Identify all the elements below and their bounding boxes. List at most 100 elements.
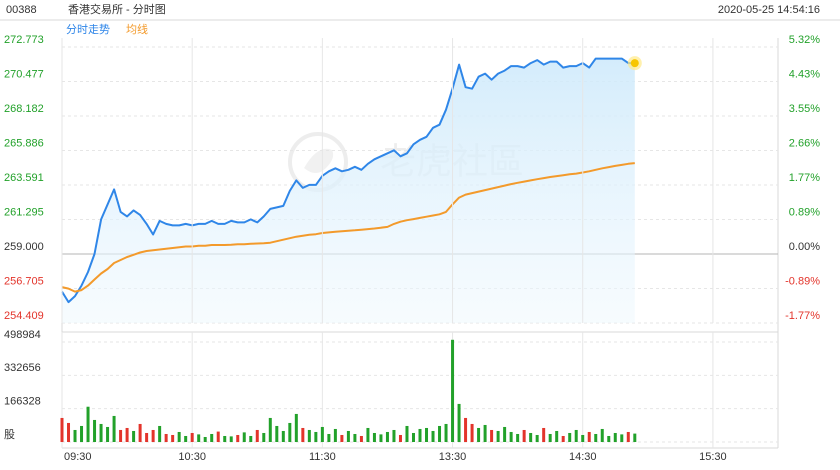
volume-bar [320,426,324,442]
volume-bar [496,430,500,442]
volume-bar [444,423,448,442]
average-line [61,162,635,293]
volume-bar [145,432,149,442]
volume-bar [522,429,526,442]
volume-bar [425,427,429,442]
price-area [62,58,635,323]
volume-bar [607,435,611,442]
y2-tick-label: 2.66% [789,137,820,149]
volume-bar [288,422,292,442]
volume-bar [503,426,507,442]
legend-entry: 分时走势 [66,23,110,36]
volume-bar [112,415,116,442]
volume-bar [67,422,71,442]
volume-bar [581,434,585,442]
y-tick-label: 332656 [4,362,41,374]
y2-tick-label: 0.00% [789,241,820,253]
y2-tick-label: -1.77% [785,310,820,322]
y-tick-label: 166328 [4,396,41,408]
volume-bar [366,427,370,442]
volume-bar [340,434,344,442]
volume-bar [86,406,90,442]
volume-bar [106,426,110,442]
volume-bar [392,429,396,442]
y-tick-label: 股 [4,428,15,441]
volume-bar [171,434,175,442]
volume-bar [405,425,409,442]
volume-bar [125,427,129,442]
volume-bar [314,431,318,442]
volume-bar [262,432,266,442]
volume-bar [327,433,331,442]
y-tick-label: 272.773 [4,34,44,46]
y-tick-label: 261.295 [4,206,44,218]
volume-bar [223,435,227,442]
volume-bar [307,429,311,442]
y2-tick-label: 3.55% [789,103,820,115]
timestamp: 2020-05-25 14:54:16 [718,4,820,16]
volume-bar [132,430,136,442]
volume-bar [372,432,376,442]
volume-bar [411,432,415,442]
volume-bar [464,417,468,442]
volume-bar [542,427,546,442]
volume-bar [119,429,123,442]
volume-bar [151,429,155,442]
volume-bar [451,339,455,442]
volume-bar [249,435,253,442]
volume-bar [483,424,487,442]
volume-bar [509,431,513,442]
volume-bar [93,419,97,442]
y2-tick-label: 0.89% [789,206,820,218]
volume-bar [359,435,363,442]
volume-bar [275,425,279,442]
x-tick-label: 15:30 [699,451,727,463]
volume-bar [490,429,494,442]
stock-code: 00388 [6,4,37,16]
x-tick-label: 13:30 [439,451,467,463]
x-tick-label: 09:30 [64,451,92,463]
volume-bar [438,425,442,442]
volume-bar [431,430,435,442]
volume-bar [73,429,77,442]
volume-bar [633,433,637,442]
volume-bar [294,413,298,442]
y-tick-label: 498984 [4,329,41,341]
volume-bar [242,432,246,442]
volume-bar [268,417,272,442]
volume-bar [626,431,630,442]
volume-bar [99,423,103,442]
volume-bar [60,417,64,442]
price-line [61,57,635,304]
volume-bar [177,431,181,442]
volume-bar [301,427,305,442]
y-tick-label: 259.000 [4,241,44,253]
volume-bar [529,432,533,442]
volume-bar [197,434,201,442]
volume-bar [561,435,565,442]
volume-bar [164,433,168,442]
volume-bar [535,434,539,442]
volume-bar [398,434,402,442]
y-tick-label: 263.591 [4,172,44,184]
volume-bar [379,434,383,442]
volume-bar [477,427,481,442]
y2-tick-label: -0.89% [785,276,820,288]
volume-bar [600,428,604,442]
volume-bar [587,431,591,442]
x-tick-label: 10:30 [178,451,206,463]
volume-bar [184,435,188,442]
volume-bar [470,423,474,442]
volume-bar [236,434,240,442]
y-tick-label: 268.182 [4,103,44,115]
volume-bar [203,436,207,442]
volume-bar [281,430,285,442]
volume-bar [255,429,259,442]
volume-bar [620,434,624,442]
x-tick-label: 11:30 [309,451,336,463]
volume-bar [353,433,357,442]
y2-tick-label: 1.77% [789,172,820,184]
volume-bar [216,431,220,442]
volume-bar [516,433,520,442]
